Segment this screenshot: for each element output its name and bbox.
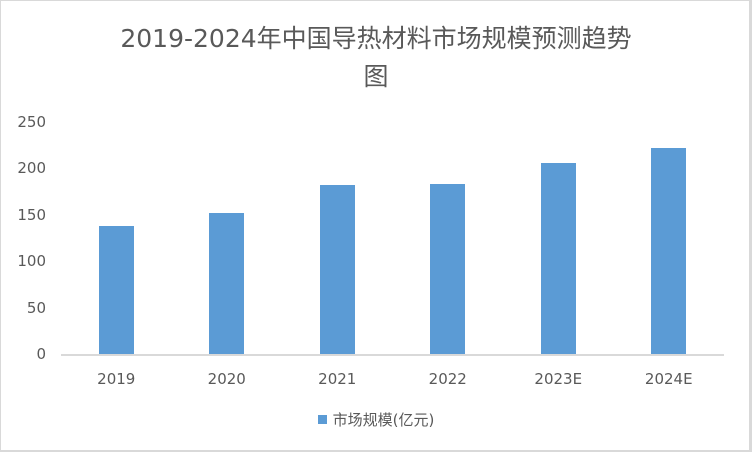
x-tick-label: 2023E — [534, 370, 583, 388]
y-tick-label: 100 — [17, 252, 46, 271]
x-tick-label: 2022 — [428, 370, 467, 388]
x-tick-label: 2020 — [207, 370, 246, 388]
y-tick-label: 200 — [17, 159, 46, 178]
legend: 市场规模(亿元) — [0, 410, 752, 430]
chart-title-line-2: 图 — [363, 62, 389, 91]
x-tick-label: 2024E — [644, 370, 693, 388]
bar-2022 — [430, 184, 466, 354]
bar-2024E — [651, 147, 687, 354]
y-tick-label: 150 — [17, 205, 46, 224]
y-tick-label: 0 — [36, 345, 46, 363]
legend-swatch-icon — [317, 415, 327, 424]
bar-2023E — [540, 162, 576, 354]
x-axis-line — [61, 354, 724, 356]
y-tick-label: 250 — [17, 113, 46, 131]
y-tick-label: 50 — [26, 298, 46, 317]
chart-title-line-1: 2019-2024年中国导热材料市场规模预测趋势 — [120, 24, 632, 53]
bar-2021 — [319, 185, 355, 354]
bar-2019 — [98, 225, 134, 354]
x-tick-label: 2019 — [97, 370, 136, 388]
legend-label: 市场规模(亿元) — [332, 411, 435, 429]
bar-2020 — [209, 212, 245, 354]
x-tick-label: 2021 — [318, 370, 357, 388]
